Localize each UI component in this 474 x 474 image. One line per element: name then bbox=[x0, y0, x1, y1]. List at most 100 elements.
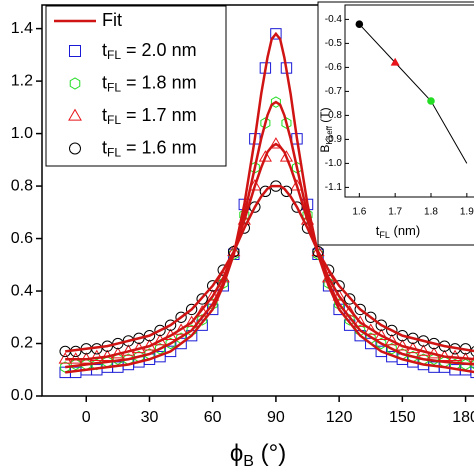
fit-line bbox=[65, 100, 474, 369]
inset-x-axis-label: tFL (nm) bbox=[376, 223, 420, 240]
marker-triangle bbox=[279, 150, 294, 162]
marker-triangle bbox=[174, 323, 188, 335]
legend-label-rest: = 2.0 nm bbox=[121, 40, 197, 60]
marker-circle bbox=[112, 337, 124, 350]
inset-x-axis-label-rest: (nm) bbox=[390, 223, 420, 238]
y-tick-label: 1.0 bbox=[11, 125, 33, 142]
legend-box bbox=[45, 5, 227, 167]
legend-label: tFL = 1.6 nm bbox=[102, 137, 197, 159]
marker-hexagon bbox=[69, 77, 81, 90]
legend-label-rest: = 1.7 nm bbox=[121, 105, 197, 125]
y-tick-label: 0.6 bbox=[11, 230, 33, 247]
fit-line bbox=[65, 184, 474, 353]
x-tick-label: 90 bbox=[267, 409, 285, 426]
inset-x-axis-label-main: t bbox=[376, 223, 380, 238]
inset-y-tick-label: -0.8 bbox=[325, 110, 343, 121]
y-tick-label: 0.2 bbox=[11, 335, 33, 352]
marker-triangle bbox=[364, 323, 378, 335]
y-tick-label: 0.4 bbox=[11, 282, 33, 299]
legend-label-main: t bbox=[102, 72, 107, 92]
marker-circle bbox=[354, 303, 366, 316]
marker-circle bbox=[386, 324, 398, 337]
marker-circle bbox=[164, 319, 177, 331]
x-tick-label: 120 bbox=[326, 409, 353, 426]
marker-triangle bbox=[353, 315, 367, 327]
inset-y-tick-label: -0.4 bbox=[325, 14, 343, 25]
legend-label-main: t bbox=[102, 105, 107, 125]
legend-label-rest: = 1.8 nm bbox=[121, 72, 197, 92]
inset-x-tick-label: 1.6 bbox=[352, 207, 366, 218]
inset-y-axis-label-sub: K1eff bbox=[325, 125, 334, 144]
marker-triangle bbox=[258, 150, 272, 162]
inset-x-tick-label: 1.7 bbox=[388, 207, 402, 218]
marker-circle bbox=[427, 97, 435, 105]
marker-triangle bbox=[185, 315, 199, 327]
inset-x-tick-label: 1.8 bbox=[424, 207, 438, 218]
legend-label: Fit bbox=[102, 10, 122, 30]
fit-line bbox=[65, 142, 474, 361]
x-tick-label: 150 bbox=[389, 409, 416, 426]
inset-frame bbox=[344, 4, 474, 198]
inset-y-tick-label: -0.5 bbox=[325, 38, 343, 49]
marker-circle bbox=[133, 332, 145, 344]
legend-label: tFL = 2.0 nm bbox=[102, 40, 197, 62]
fit-line bbox=[65, 31, 474, 374]
marker-hexagon bbox=[281, 117, 292, 129]
marker-triangle bbox=[332, 289, 346, 301]
marker-hexagon bbox=[313, 248, 324, 261]
x-axis-label-sub: B bbox=[243, 453, 254, 470]
y-tick-label: 0.8 bbox=[11, 177, 33, 194]
marker-circle bbox=[196, 293, 208, 305]
inset-line bbox=[358, 23, 468, 164]
marker-hexagon bbox=[228, 248, 239, 261]
marker-circle bbox=[175, 311, 187, 323]
marker-triangle bbox=[68, 108, 82, 121]
marker-circle bbox=[365, 311, 377, 323]
y-tick-label: 1.2 bbox=[11, 72, 33, 89]
marker-circle bbox=[355, 20, 364, 29]
marker-circle bbox=[343, 293, 356, 305]
legend-label: tFL = 1.7 nm bbox=[102, 105, 197, 127]
legend-label-sub: FL bbox=[107, 48, 121, 62]
inset-y-axis-label: BK1eff (T) bbox=[318, 107, 334, 152]
marker-circle bbox=[417, 335, 430, 347]
x-axis-label-main: ϕ bbox=[230, 440, 243, 467]
marker-triangle bbox=[390, 57, 400, 66]
legend-label-main: t bbox=[102, 137, 107, 157]
inset-plot-area bbox=[355, 20, 468, 164]
legend-label-main: t bbox=[102, 40, 107, 60]
inset-y-tick-label: -0.9 bbox=[325, 134, 343, 145]
y-tick-label: 1.4 bbox=[11, 20, 33, 37]
marker-triangle bbox=[206, 289, 220, 301]
marker-hexagon bbox=[270, 96, 281, 108]
x-axis-label: ϕB (°) bbox=[230, 440, 286, 470]
legend-label-sub: FL bbox=[107, 113, 121, 127]
inset-y-axis-label-rest: (T) bbox=[318, 107, 332, 126]
legend-label: tFL = 1.8 nm bbox=[102, 72, 197, 94]
marker-triangle bbox=[448, 349, 462, 362]
x-tick-label: 180 bbox=[452, 409, 474, 426]
marker-triangle bbox=[269, 137, 283, 149]
marker-circle bbox=[375, 319, 387, 331]
marker-hexagon bbox=[260, 117, 271, 129]
inset-y-tick-label: -0.6 bbox=[325, 62, 343, 73]
legend-label-rest: = 1.6 nm bbox=[121, 137, 197, 157]
y-tick-label: 0.0 bbox=[11, 387, 33, 404]
x-tick-label: 60 bbox=[204, 409, 222, 426]
marker-circle bbox=[185, 303, 198, 316]
marker-circle bbox=[407, 332, 419, 344]
marker-circle bbox=[143, 329, 156, 342]
plot-area bbox=[58, 28, 474, 379]
marker-square bbox=[164, 345, 177, 358]
marker-triangle bbox=[90, 349, 104, 362]
inset-x-axis-label-sub: FL bbox=[379, 230, 390, 240]
x-tick-label: 0 bbox=[82, 409, 91, 426]
inset-plot: -0.4 -0.5 -0.6 -0.7 -0.8 -0.9 -1.0 -1.1 1.6 1.7 1.… bbox=[317, 1, 474, 246]
x-tick-label: 30 bbox=[141, 409, 159, 426]
inset-x-tick-label: 1.9 bbox=[460, 207, 474, 218]
marker-square bbox=[69, 45, 81, 57]
marker-circle bbox=[122, 335, 135, 347]
